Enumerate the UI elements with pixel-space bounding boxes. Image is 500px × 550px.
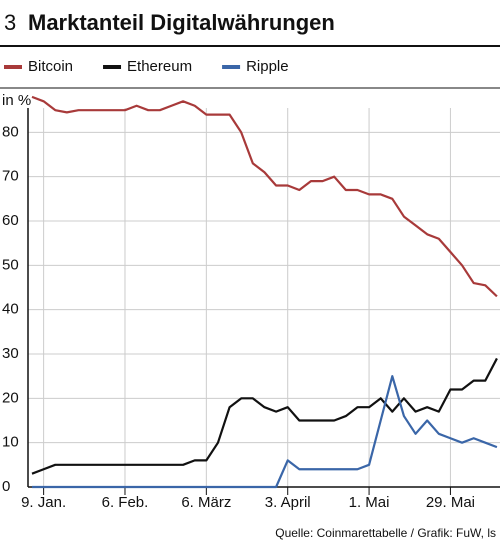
y-tick-label: 30 [2,345,19,362]
y-tick-label: 20 [2,389,19,406]
line [31,357,498,475]
y-tick-label: 40 [2,301,19,318]
y-tick-label: 0 [2,478,10,495]
y-tick-label: 10 [2,434,19,451]
chart-number: 3 [4,10,16,35]
x-tick-label: 9. Jan. [21,494,66,511]
y-tick-label: 80 [2,123,19,140]
legend-label: Ethereum [127,58,192,75]
source: Quelle: Coinmarettabelle / Grafik: FuW, … [275,526,496,540]
x-tick-label: 6. Feb. [102,494,149,511]
y-tick-label: 50 [2,256,19,273]
y-axis-label: in % [2,92,31,109]
x-tick-label: 29. Mai [426,494,475,511]
line [31,95,498,298]
line [32,375,498,489]
x-tick-label: 6. März [181,494,231,511]
y-tick-label: 70 [2,168,19,185]
x-tick-label: 3. April [265,494,311,511]
chart-title: Marktanteil Digitalwährungen [28,10,335,35]
y-tick-label: 60 [2,212,19,229]
x-tick-label: 1. Mai [349,494,390,511]
legend-label: Ripple [246,58,289,75]
legend-label: Bitcoin [28,58,73,75]
